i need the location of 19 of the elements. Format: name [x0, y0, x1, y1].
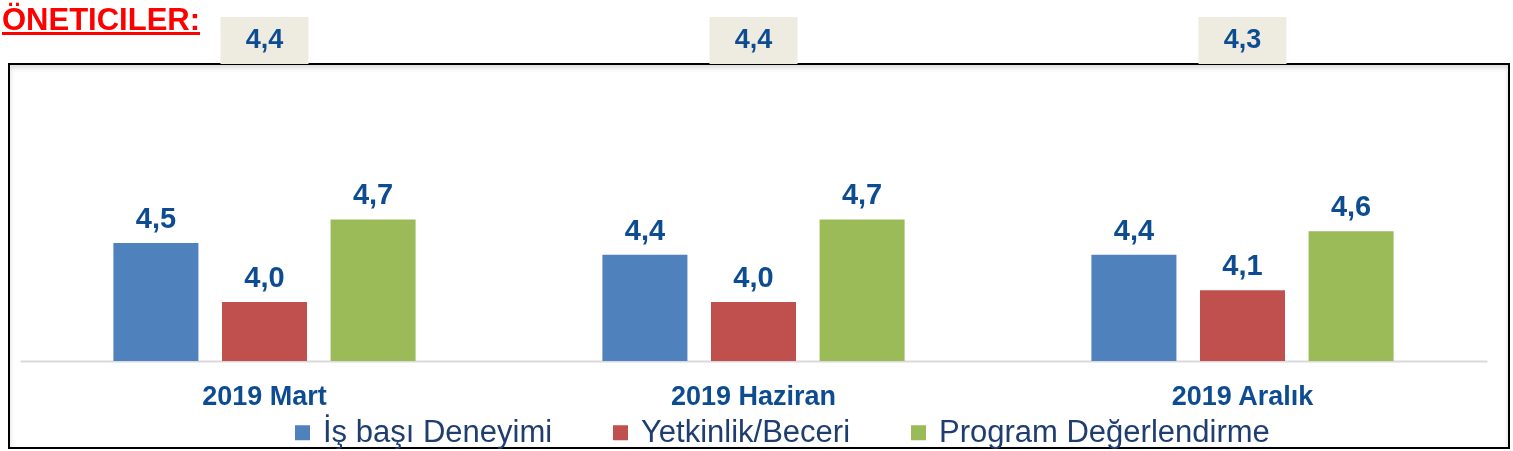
data-label: 4,1	[1222, 249, 1263, 282]
x-tick-label: 2019 Mart	[202, 380, 327, 411]
x-tick-label: 2019 Haziran	[670, 380, 837, 411]
legend-label: Yetkinlik/Beceri	[641, 413, 851, 449]
data-label: 4,0	[244, 261, 285, 293]
legend-label: Program Değerlendirme	[939, 413, 1270, 449]
data-label: 4,4	[624, 213, 666, 246]
data-label: 4,7	[841, 178, 883, 211]
chart-title: ÖNETICILER:	[2, 2, 201, 38]
data-label: 4,4	[1113, 213, 1155, 246]
x-tick-label: 2019 Aralık	[1171, 380, 1315, 411]
data-label: 4,7	[352, 178, 394, 211]
legend-label: İş başı Deneyimi	[323, 413, 553, 449]
text: 4,4	[245, 24, 284, 54]
text: 4,4	[734, 24, 773, 54]
data-label: 4,6	[1330, 190, 1372, 223]
data-label: 4,0	[733, 261, 774, 293]
text: 4,3	[1223, 24, 1262, 54]
data-label: 4,5	[135, 202, 177, 234]
